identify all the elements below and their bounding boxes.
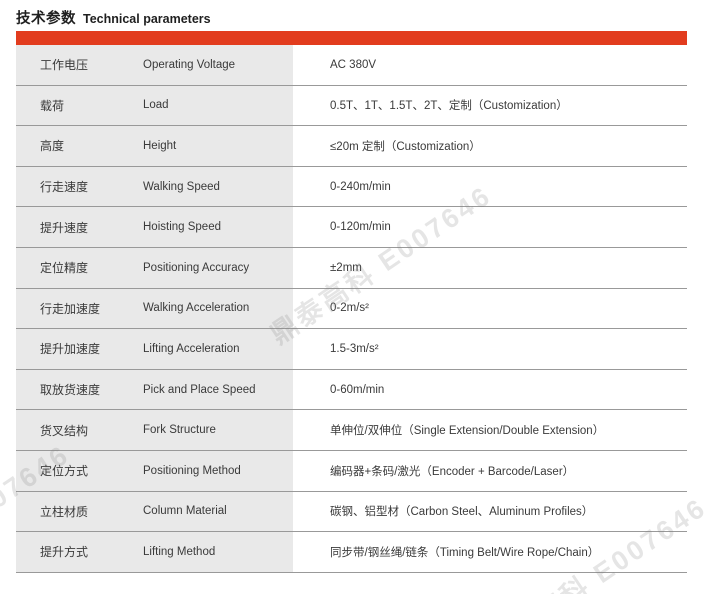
param-label-en: Operating Voltage — [143, 58, 236, 71]
table-row: 高度 Height ≤20m 定制（Customization） — [16, 126, 687, 167]
param-label-en: Positioning Accuracy — [143, 261, 250, 274]
param-label-en: Column Material — [143, 505, 227, 518]
label-zone: 定位方式 Positioning Method — [16, 450, 293, 491]
table-row: 定位精度 Positioning Accuracy ±2mm — [16, 247, 687, 289]
table-row: 立柱材质 Column Material 碳钢、铝型材（Carbon Steel… — [16, 491, 687, 533]
param-value: AC 380V — [293, 45, 687, 85]
param-label-en: Hoisting Speed — [143, 221, 221, 234]
accent-bar — [16, 31, 687, 45]
label-zone: 提升加速度 Lifting Acceleration — [16, 329, 293, 369]
param-label-en: Walking Speed — [143, 180, 220, 193]
label-zone: 行走速度 Walking Speed — [16, 166, 293, 207]
param-value: 编码器+条码/激光（Encoder + Barcode/Laser） — [293, 450, 687, 491]
param-label-en: Fork Structure — [143, 424, 216, 437]
param-label-cn: 工作电压 — [40, 58, 89, 73]
param-label-cn: 取放货速度 — [40, 383, 101, 398]
param-value: 0-240m/min — [293, 166, 687, 207]
table-row: 工作电压 Operating Voltage AC 380V — [16, 45, 687, 86]
label-zone: 定位精度 Positioning Accuracy — [16, 247, 293, 288]
param-value: 0-60m/min — [293, 369, 687, 410]
label-zone: 提升方式 Lifting Method — [16, 532, 293, 572]
param-label-cn: 定位精度 — [40, 261, 89, 276]
label-zone: 货叉结构 Fork Structure — [16, 410, 293, 450]
param-label-cn: 高度 — [40, 139, 65, 154]
param-label-cn: 立柱材质 — [40, 504, 89, 519]
param-label-en: Lifting Acceleration — [143, 342, 240, 355]
label-zone: 立柱材质 Column Material — [16, 491, 293, 532]
param-label-en: Positioning Method — [143, 464, 241, 477]
param-label-cn: 行走速度 — [40, 180, 89, 195]
param-label-cn: 载荷 — [40, 98, 65, 113]
spec-table: 工作电压 Operating Voltage AC 380V 载荷 Load 0… — [16, 45, 687, 573]
label-zone: 载荷 Load — [16, 85, 293, 126]
table-row: 载荷 Load 0.5T、1T、1.5T、2T、定制（Customization… — [16, 85, 687, 127]
param-label-en: Walking Acceleration — [143, 302, 250, 315]
param-value: 单伸位/双伸位（Single Extension/Double Extensio… — [293, 410, 687, 450]
param-value: 同步带/钢丝绳/链条（Timing Belt/Wire Rope/Chain） — [293, 532, 687, 572]
label-zone: 高度 Height — [16, 126, 293, 166]
param-label-cn: 提升方式 — [40, 545, 89, 560]
table-row: 行走速度 Walking Speed 0-240m/min — [16, 166, 687, 208]
label-zone: 行走加速度 Walking Acceleration — [16, 288, 293, 329]
table-row: 货叉结构 Fork Structure 单伸位/双伸位（Single Exten… — [16, 410, 687, 451]
param-value: 0.5T、1T、1.5T、2T、定制（Customization） — [293, 85, 687, 126]
table-row: 定位方式 Positioning Method 编码器+条码/激光（Encode… — [16, 450, 687, 492]
param-label-cn: 提升加速度 — [40, 342, 101, 357]
page-title-en: Technical parameters — [83, 12, 211, 26]
param-label-cn: 货叉结构 — [40, 423, 89, 438]
param-label-cn: 定位方式 — [40, 464, 89, 479]
param-label-en: Lifting Method — [143, 545, 216, 558]
label-zone: 工作电压 Operating Voltage — [16, 45, 293, 85]
table-row: 取放货速度 Pick and Place Speed 0-60m/min — [16, 369, 687, 411]
param-label-cn: 行走加速度 — [40, 301, 101, 316]
param-value: 1.5-3m/s² — [293, 329, 687, 369]
table-row: 提升加速度 Lifting Acceleration 1.5-3m/s² — [16, 329, 687, 370]
param-value: 碳钢、铝型材（Carbon Steel、Aluminum Profiles） — [293, 491, 687, 532]
table-row: 提升方式 Lifting Method 同步带/钢丝绳/链条（Timing Be… — [16, 532, 687, 573]
param-label-cn: 提升速度 — [40, 220, 89, 235]
table-row: 提升速度 Hoisting Speed 0-120m/min — [16, 207, 687, 248]
param-value: ≤20m 定制（Customization） — [293, 126, 687, 166]
page-title: 技术参数 Technical parameters — [16, 7, 211, 28]
page-title-cn: 技术参数 — [16, 11, 76, 27]
param-label-en: Height — [143, 139, 177, 152]
param-value: 0-2m/s² — [293, 288, 687, 329]
label-zone: 取放货速度 Pick and Place Speed — [16, 369, 293, 410]
param-value: ±2mm — [293, 247, 687, 288]
param-label-en: Load — [143, 99, 169, 112]
label-zone: 提升速度 Hoisting Speed — [16, 207, 293, 247]
param-value: 0-120m/min — [293, 207, 687, 247]
param-label-en: Pick and Place Speed — [143, 383, 256, 396]
table-row: 行走加速度 Walking Acceleration 0-2m/s² — [16, 288, 687, 330]
